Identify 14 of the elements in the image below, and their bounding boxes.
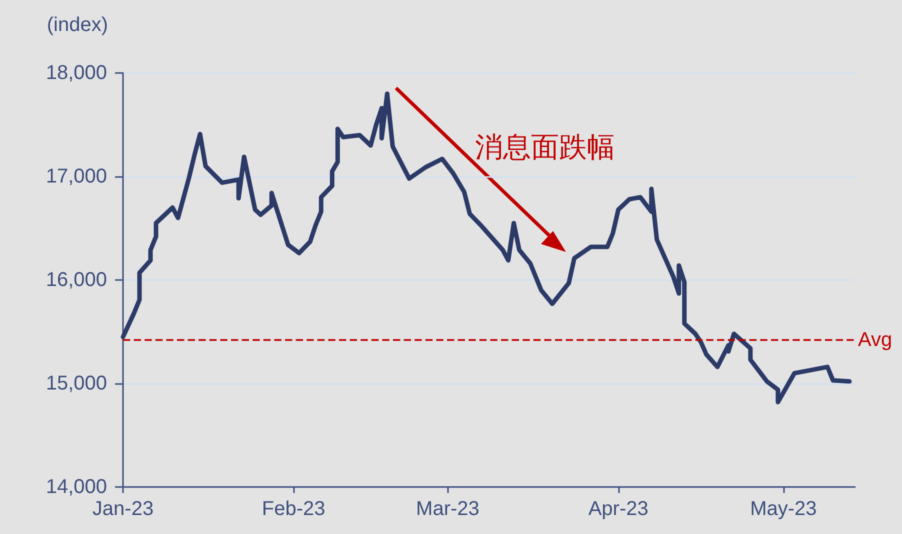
y-tick-label: 15,000: [46, 372, 107, 394]
y-tick-label: 17,000: [46, 166, 107, 188]
y-tick-label: 14,000: [46, 476, 107, 498]
x-tick-label: Apr-23: [588, 498, 648, 520]
ref-line-label: Avg: [858, 329, 892, 352]
annotation: 消息面跌幅: [475, 130, 615, 164]
x-tick-label: Feb-23: [262, 498, 326, 520]
y-axis-title: (index): [46, 14, 108, 36]
x-tick-label: Mar-23: [416, 498, 480, 520]
y-tick-label: 18,000: [46, 62, 107, 84]
y-tick-label: 16,000: [46, 269, 107, 291]
x-tick-label: May-23: [750, 498, 817, 520]
line-series: [120, 91, 852, 404]
x-tick-label: Jan-23: [92, 498, 154, 520]
